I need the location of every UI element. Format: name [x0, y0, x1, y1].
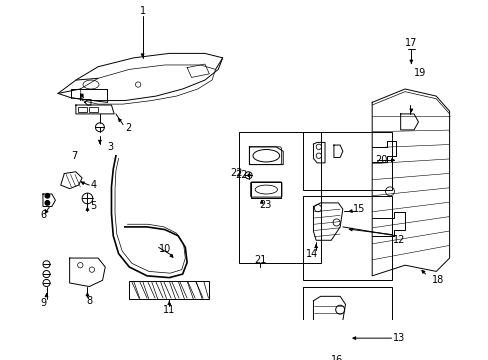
- Text: 3: 3: [107, 142, 113, 152]
- Bar: [89, 107, 98, 112]
- Circle shape: [45, 194, 49, 198]
- Text: 15: 15: [352, 204, 364, 214]
- Text: 21: 21: [253, 255, 265, 265]
- Text: 7: 7: [71, 151, 77, 161]
- Text: 14: 14: [305, 249, 317, 258]
- Bar: [302, 132, 391, 190]
- Text: 8: 8: [86, 296, 92, 306]
- Text: 6: 6: [40, 210, 46, 220]
- Text: 19: 19: [413, 68, 426, 78]
- Bar: [302, 196, 391, 280]
- Text: 22: 22: [229, 168, 242, 177]
- Text: 22: 22: [235, 170, 247, 180]
- Text: 17: 17: [405, 38, 417, 48]
- Text: 1: 1: [139, 6, 145, 16]
- Bar: [129, 281, 209, 299]
- Text: 9: 9: [40, 298, 46, 307]
- Text: 2: 2: [125, 123, 131, 133]
- Bar: [238, 132, 320, 264]
- Text: 5: 5: [90, 202, 97, 211]
- Text: 4: 4: [90, 180, 97, 190]
- Text: 10: 10: [159, 244, 171, 254]
- Bar: [302, 287, 391, 360]
- Text: 23: 23: [259, 200, 271, 210]
- Text: 11: 11: [163, 305, 175, 315]
- Text: 20: 20: [374, 155, 386, 165]
- Text: 16: 16: [330, 355, 342, 360]
- Text: 12: 12: [392, 235, 404, 245]
- Circle shape: [45, 201, 49, 205]
- Bar: [78, 107, 86, 112]
- Text: 18: 18: [431, 275, 443, 285]
- Text: 13: 13: [392, 333, 404, 343]
